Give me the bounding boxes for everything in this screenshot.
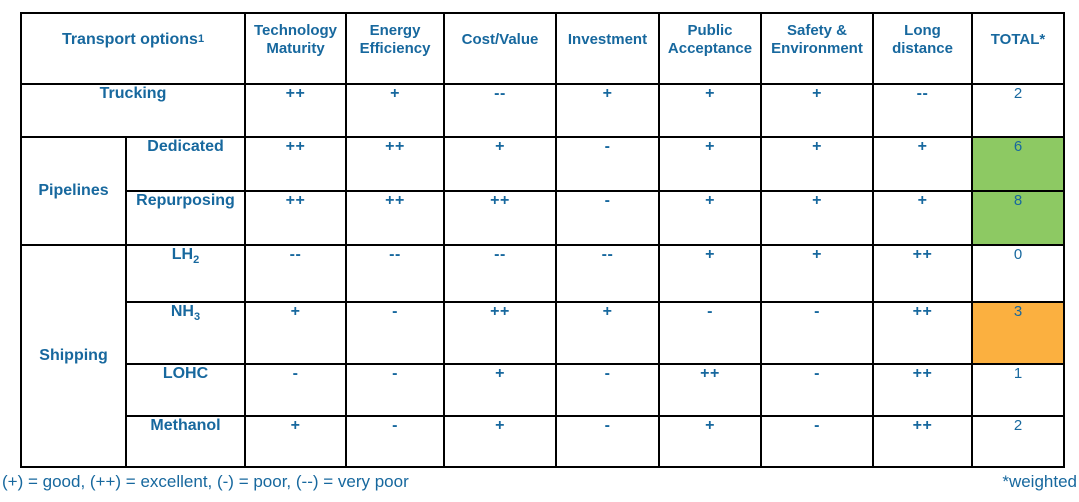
row-label-dedicated: Dedicated: [125, 136, 246, 192]
row-label-methanol: Methanol: [125, 415, 246, 468]
rating-cell: --: [443, 244, 557, 303]
table-row-pipelines-dedicated: Pipelines Dedicated ++ ++ + - + + + 6: [20, 136, 1065, 246]
rating-cell: -: [658, 301, 762, 365]
rating-cell: +: [244, 415, 347, 468]
column-header-technology-maturity: Technology Maturity: [244, 12, 347, 85]
rating-cell: +: [658, 244, 762, 303]
rating-cell: ++: [658, 363, 762, 417]
group-label-shipping: Shipping: [20, 244, 127, 468]
rating-cell: +: [345, 83, 445, 138]
rating-cell: ++: [872, 301, 973, 365]
row-label-lh2: LH2: [125, 244, 246, 303]
group-label-pipelines: Pipelines: [20, 136, 127, 246]
rating-legend: (+) = good, (++) = excellent, (-) = poor…: [2, 472, 409, 491]
rating-cell: ++: [872, 415, 973, 468]
table-row-shipping-nh3: NH3 + - ++ + - - ++ 3: [21, 301, 1065, 365]
rating-cell: +: [872, 190, 973, 246]
rating-cell: --: [555, 244, 660, 303]
table-row-trucking: Trucking ++ + -- + + + -- 2: [20, 83, 1065, 138]
row-label-nh3: NH3: [125, 301, 246, 365]
rating-cell: -: [555, 363, 660, 417]
rating-cell: +: [760, 83, 874, 138]
total-cell-highlight-orange: 3: [971, 301, 1065, 365]
rating-cell: ++: [872, 363, 973, 417]
rating-cell: -: [555, 190, 660, 246]
rating-cell: --: [345, 244, 445, 303]
column-header-total: TOTAL*: [971, 12, 1065, 85]
rating-cell: -: [244, 363, 347, 417]
rating-cell: ++: [443, 190, 557, 246]
column-header-energy-efficiency: Energy Efficiency: [345, 12, 445, 85]
rating-cell: --: [244, 244, 347, 303]
rating-cell: +: [443, 136, 557, 192]
rating-cell: -: [345, 415, 445, 468]
total-cell: 2: [971, 83, 1065, 138]
rating-cell: -: [555, 136, 660, 192]
rating-cell: +: [443, 363, 557, 417]
rating-cell: ++: [443, 301, 557, 365]
rating-cell: ++: [345, 190, 445, 246]
rating-cell: --: [443, 83, 557, 138]
rating-cell: ++: [872, 244, 973, 303]
rating-cell: -: [760, 301, 874, 365]
rating-cell: +: [760, 190, 874, 246]
rating-cell: +: [760, 136, 874, 192]
rating-cell: +: [760, 244, 874, 303]
rating-cell: +: [872, 136, 973, 192]
rating-cell: +: [244, 301, 347, 365]
rating-cell: --: [872, 83, 973, 138]
footer: (+) = good, (++) = excellent, (-) = poor…: [2, 472, 1077, 492]
corner-header-label: Transport options 1: [61, 31, 205, 49]
header-row: Transport options 1 Technology Maturity E…: [20, 12, 1065, 85]
rating-cell: ++: [244, 83, 347, 138]
rating-cell: +: [658, 415, 762, 468]
total-cell-highlight-green: 8: [971, 190, 1065, 246]
rating-cell: ++: [244, 136, 347, 192]
row-label-lohc: LOHC: [125, 363, 246, 417]
rating-cell: ++: [244, 190, 347, 246]
column-header-safety-environment: Safety & Environment: [760, 12, 874, 85]
rating-cell: +: [555, 301, 660, 365]
total-cell-highlight-green: 6: [971, 136, 1065, 192]
column-header-cost-value: Cost/Value: [443, 12, 557, 85]
rating-cell: -: [345, 363, 445, 417]
weighted-note: *weighted: [1002, 472, 1077, 491]
total-cell: 1: [971, 363, 1065, 417]
rating-cell: +: [658, 136, 762, 192]
table-row-shipping-lohc: LOHC - - + - ++ - ++ 1: [21, 363, 1065, 417]
total-cell: 0: [971, 244, 1065, 303]
table-row-shipping-methanol: Methanol + - + - + - ++ 2: [21, 415, 1065, 468]
column-header-investment: Investment: [555, 12, 660, 85]
rating-cell: -: [345, 301, 445, 365]
row-label-trucking: Trucking: [20, 83, 246, 138]
rating-cell: ++: [345, 136, 445, 192]
rating-cell: -: [555, 415, 660, 468]
transport-options-table: Transport options 1 Technology Maturity E…: [20, 12, 1065, 468]
total-cell: 2: [971, 415, 1065, 468]
table-row-pipelines-repurposing: Repurposing ++ ++ ++ - + + + 8: [21, 190, 1065, 246]
corner-header: Transport options 1: [20, 12, 246, 85]
rating-cell: +: [658, 190, 762, 246]
table-row-shipping-lh2: Shipping LH2 -- -- -- -- + + ++ 0: [20, 244, 1065, 468]
rating-cell: -: [760, 363, 874, 417]
rating-cell: +: [443, 415, 557, 468]
rating-cell: +: [658, 83, 762, 138]
row-label-repurposing: Repurposing: [125, 190, 246, 246]
rating-cell: +: [555, 83, 660, 138]
column-header-long-distance: Long distance: [872, 12, 973, 85]
rating-cell: -: [760, 415, 874, 468]
column-header-public-acceptance: Public Acceptance: [658, 12, 762, 85]
